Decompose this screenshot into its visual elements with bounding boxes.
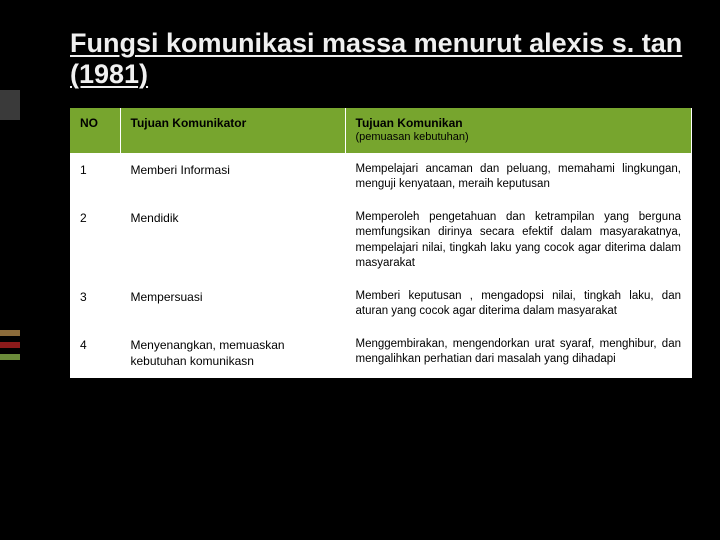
- cell-komunikan: Menggembirakan, mengendorkan urat syaraf…: [345, 328, 692, 377]
- cell-komunikan: Memperoleh pengetahuan dan ketrampilan y…: [345, 201, 692, 280]
- cell-no: 4: [70, 328, 120, 377]
- cell-no: 3: [70, 280, 120, 328]
- col-no: NO: [70, 108, 120, 153]
- col-komunikan-label: Tujuan Komunikan: [356, 116, 463, 130]
- functions-table: NO Tujuan Komunikator Tujuan Komunikan (…: [70, 108, 692, 378]
- col-komunikan-sublabel: (pemuasan kebutuhan): [356, 131, 682, 145]
- cell-komunikator: Memberi Informasi: [120, 153, 345, 201]
- table-header-row: NO Tujuan Komunikator Tujuan Komunikan (…: [70, 108, 692, 153]
- cell-komunikator: Menyenangkan, memuaskan kebutuhan komuni…: [120, 328, 345, 377]
- cell-no: 1: [70, 153, 120, 201]
- col-komunikan: Tujuan Komunikan (pemuasan kebutuhan): [345, 108, 692, 153]
- slide: Fungsi komunikasi massa menurut alexis s…: [0, 0, 720, 540]
- table-row: 3 Mempersuasi Memberi keputusan , mengad…: [70, 280, 692, 328]
- cell-no: 2: [70, 201, 120, 280]
- col-komunikator: Tujuan Komunikator: [120, 108, 345, 153]
- cell-komunikator: Mempersuasi: [120, 280, 345, 328]
- table-row: 2 Mendidik Memperoleh pengetahuan dan ke…: [70, 201, 692, 280]
- table-row: 4 Menyenangkan, memuaskan kebutuhan komu…: [70, 328, 692, 377]
- cell-komunikan: Memberi keputusan , mengadopsi nilai, ti…: [345, 280, 692, 328]
- page-title: Fungsi komunikasi massa menurut alexis s…: [70, 28, 692, 90]
- cell-komunikan: Mempelajari ancaman dan peluang, memaham…: [345, 153, 692, 201]
- cell-komunikator: Mendidik: [120, 201, 345, 280]
- table-row: 1 Memberi Informasi Mempelajari ancaman …: [70, 153, 692, 201]
